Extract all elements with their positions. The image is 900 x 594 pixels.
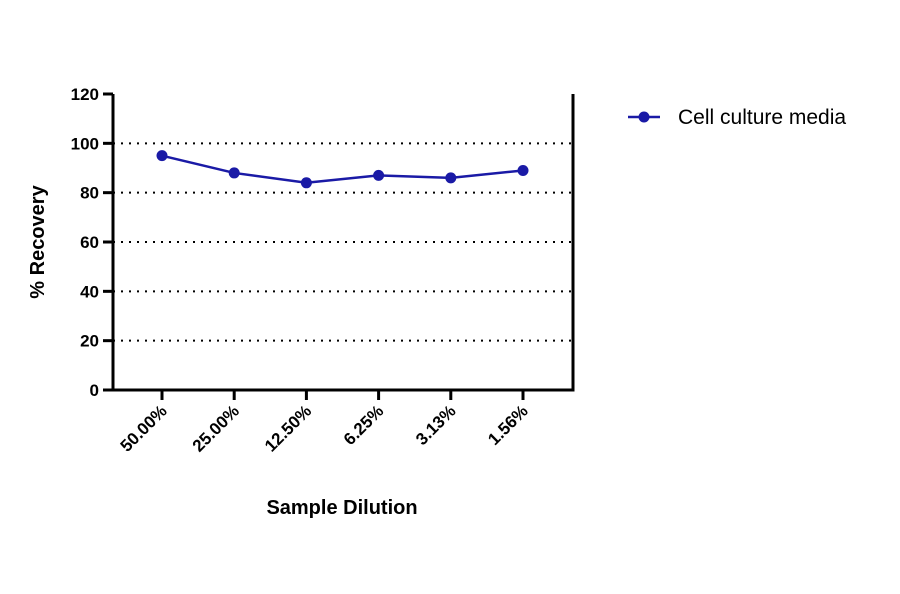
y-tick-label: 40 [80,282,99,301]
y-tick-label: 80 [80,184,99,203]
y-tick-label: 120 [71,85,99,104]
data-point [300,177,312,189]
series-line [161,154,524,185]
axis-frame [111,94,575,392]
legend-label: Cell culture media [678,106,846,129]
legend-marker [638,111,650,123]
x-tick-label: 25.00% [189,401,243,455]
x-tick-label: 6.25% [340,401,388,449]
data-point [228,167,240,179]
x-axis-title: Sample Dilution [266,497,417,519]
x-tick-label: 12.50% [261,401,315,455]
data-point [373,169,385,181]
data-point [156,150,168,162]
x-tick-label: 50.00% [117,401,171,455]
y-tick-label: 60 [80,233,99,252]
y-axis-title: % Recovery [27,184,49,298]
data-point [445,172,457,184]
x-tick-label: 3.13% [412,401,460,449]
y-tick-label: 0 [90,381,99,400]
y-tick-label: 100 [71,134,99,153]
data-point [517,164,529,176]
y-tick-label: 20 [80,332,99,351]
x-tick-label: 1.56% [484,401,532,449]
